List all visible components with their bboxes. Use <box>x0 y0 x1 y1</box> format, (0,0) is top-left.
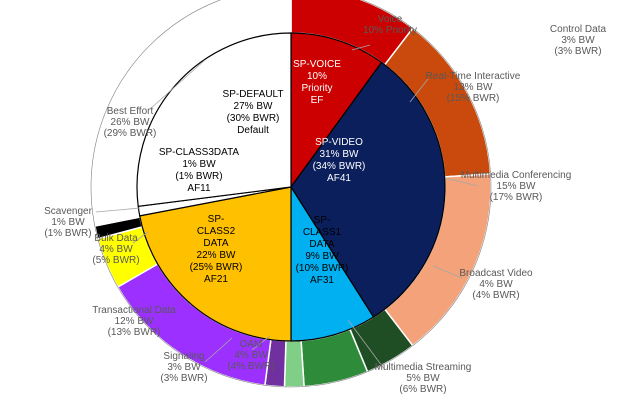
outer-label-multimedia-streaming: Multimedia Streaming 5% BW (6% BWR) <box>375 362 472 395</box>
outer-label-best-effort: Best Effort 26% BW (29% BWR) <box>104 106 157 139</box>
leader-line-oam <box>251 335 271 351</box>
inner-slice-sp-video <box>290 61 446 318</box>
outer-label-control-data: Control Data 3% BW (3% BWR) <box>550 24 607 57</box>
outer-label-voice: Voice 10% Priority <box>363 14 417 36</box>
inner-label-sp-class2-data: SP-CLASS2 DATA 22% BW (25% BWR) AF21 <box>190 214 243 285</box>
inner-slice-sp-voice <box>290 32 383 189</box>
inner-label-sp-class3data: SP-CLASS3DATA 1% BW (1% BWR) AF11 <box>159 147 240 194</box>
outer-label-broadcast-video: Broadcast Video 4% BW (4% BWR) <box>459 268 533 301</box>
inner-slice-sp-class1-data <box>290 184 375 342</box>
outer-label-transactional-data: Transactional Data 12% BW (13% BWR) <box>92 305 176 338</box>
leader-line-signaling <box>204 337 233 363</box>
inner-label-sp-default: SP-DEFAULT 27% BW (30% BWR) Default <box>223 89 284 136</box>
inner-label-sp-voice: SP-VOICE 10% Priority EF <box>293 59 341 106</box>
leader-line-real-time-interactive <box>409 78 429 103</box>
leader-lines <box>95 44 479 371</box>
outer-label-scavenger: Scavenger 1% BW (1% BWR) <box>44 206 92 239</box>
inner-labels: SP-VOICE 10% Priority EF SP-VIDEO 31% BW (34% … <box>159 59 366 286</box>
inner-slice-sp-default <box>136 32 292 207</box>
leader-line-voice <box>351 44 371 51</box>
leader-line-multimedia-conferencing <box>444 177 479 187</box>
leader-line-scavenger <box>95 207 141 213</box>
leader-line-multimedia-streaming <box>347 319 386 371</box>
outer-slice-oam <box>283 339 305 388</box>
outer-label-real-time-interactive: Real-Time Interactive 13% BW (15% BWR) <box>426 71 521 104</box>
leader-line-broadcast-video <box>432 265 463 279</box>
leader-line-bulk-data <box>132 231 149 244</box>
inner-slice-sp-class2-data <box>139 186 292 342</box>
inner-ring <box>136 32 446 342</box>
leader-line-best-effort <box>149 59 206 110</box>
outer-label-oam: OAM 4% BW (4% BWR) <box>227 339 274 372</box>
outer-label-bulk-data: Bulk Data 4% BW (5% BWR) <box>92 233 139 266</box>
outer-label-multimedia-conferencing: Multimedia Conferencing 15% BW (17% BWR) <box>461 170 572 203</box>
outer-ring-border <box>90 0 492 388</box>
outer-label-signaling: Signaling 3% BW (3% BWR) <box>160 351 207 384</box>
inner-label-sp-class1-data: SP-CLASS1 DATA 9% BW (10% BWR) AF31 <box>296 215 349 286</box>
inner-label-sp-video: SP-VIDEO 31% BW (34% BWR) AF41 <box>313 137 366 184</box>
outer-labels: Voice 10% Priority Control Data 3% BW (3% BW… <box>44 14 606 395</box>
